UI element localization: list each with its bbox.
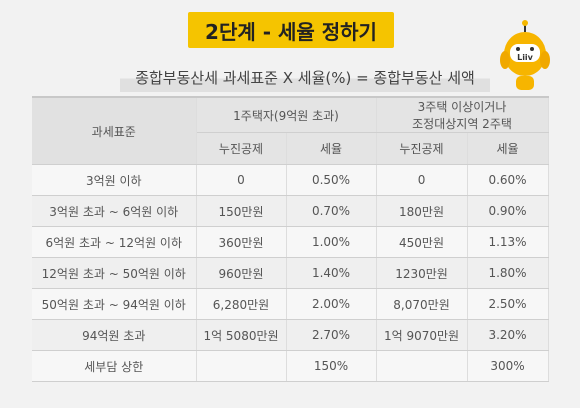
group-header-multi-house: 3주택 이상이거나 조정대상지역 2주택 — [376, 96, 549, 133]
cell-base: 세부담 상한 — [32, 350, 197, 382]
page-title: 2단계 - 세율 정하기 — [188, 12, 394, 48]
table-row: 94억원 초과 1억 5080만원 2.70% 1억 9070만원 3.20% — [32, 319, 549, 351]
cell-deduction-1: 960만원 — [196, 257, 287, 289]
cell-deduction-1 — [196, 350, 287, 382]
table-row: 12억원 초과 ~ 50억원 이하 960만원 1.40% 1230만원 1.8… — [32, 257, 549, 289]
robot-mascot-icon: Liiv — [500, 20, 550, 90]
cell-rate-1: 1.00% — [286, 226, 377, 258]
cell-base: 3억원 초과 ~ 6억원 이하 — [32, 195, 197, 227]
cell-deduction-2: 180만원 — [376, 195, 468, 227]
cell-rate-1: 0.70% — [286, 195, 377, 227]
group-header-one-house: 1주택자(9억원 초과) — [196, 96, 377, 133]
cell-deduction-2: 1억 9070만원 — [376, 319, 468, 351]
cell-rate-1: 1.40% — [286, 257, 377, 289]
cell-rate-2: 0.90% — [467, 195, 549, 227]
formula-caption: 종합부동산세 과세표준 X 세율(%) = 종합부동산 세액 — [120, 62, 490, 92]
tax-rate-table: 과세표준 1주택자(9억원 초과) 3주택 이상이거나 조정대상지역 2주택 누… — [32, 96, 549, 382]
cell-deduction-1: 0 — [196, 164, 287, 196]
cell-deduction-2: 8,070만원 — [376, 288, 468, 320]
cell-rate-2: 1.13% — [467, 226, 549, 258]
cell-rate-1: 0.50% — [286, 164, 377, 196]
cell-rate-1: 150% — [286, 350, 377, 382]
table-row: 3억원 이하 0 0.50% 0 0.60% — [32, 164, 549, 196]
cell-rate-2: 300% — [467, 350, 549, 382]
subheader-rate-2: 세율 — [467, 132, 549, 165]
cell-base: 12억원 초과 ~ 50억원 이하 — [32, 257, 197, 289]
table-row: 6억원 초과 ~ 12억원 이하 360만원 1.00% 450만원 1.13% — [32, 226, 549, 258]
cell-deduction-2 — [376, 350, 468, 382]
cell-deduction-1: 150만원 — [196, 195, 287, 227]
cell-deduction-1: 6,280만원 — [196, 288, 287, 320]
cell-base: 3억원 이하 — [32, 164, 197, 196]
group-header-multi-line1: 3주택 이상이거나 — [417, 100, 507, 114]
cell-rate-1: 2.00% — [286, 288, 377, 320]
cell-rate-2: 3.20% — [467, 319, 549, 351]
table-row: 3억원 초과 ~ 6억원 이하 150만원 0.70% 180만원 0.90% — [32, 195, 549, 227]
cell-rate-2: 1.80% — [467, 257, 549, 289]
col-header-base: 과세표준 — [32, 96, 197, 165]
cell-deduction-1: 360만원 — [196, 226, 287, 258]
cell-rate-2: 2.50% — [467, 288, 549, 320]
table-row: 50억원 초과 ~ 94억원 이하 6,280만원 2.00% 8,070만원 … — [32, 288, 549, 320]
cell-rate-1: 2.70% — [286, 319, 377, 351]
cell-deduction-2: 0 — [376, 164, 468, 196]
table-row: 세부담 상한 150% 300% — [32, 350, 549, 382]
cell-base: 94억원 초과 — [32, 319, 197, 351]
subheader-deduction-1: 누진공제 — [196, 132, 287, 165]
cell-deduction-2: 1230만원 — [376, 257, 468, 289]
cell-deduction-1: 1억 5080만원 — [196, 319, 287, 351]
cell-deduction-2: 450만원 — [376, 226, 468, 258]
cell-base: 50억원 초과 ~ 94억원 이하 — [32, 288, 197, 320]
group-header-multi-line2: 조정대상지역 2주택 — [412, 117, 512, 131]
cell-base: 6억원 초과 ~ 12억원 이하 — [32, 226, 197, 258]
subheader-deduction-2: 누진공제 — [376, 132, 468, 165]
robot-badge: Liiv — [517, 53, 534, 62]
cell-rate-2: 0.60% — [467, 164, 549, 196]
subheader-rate-1: 세율 — [286, 132, 377, 165]
